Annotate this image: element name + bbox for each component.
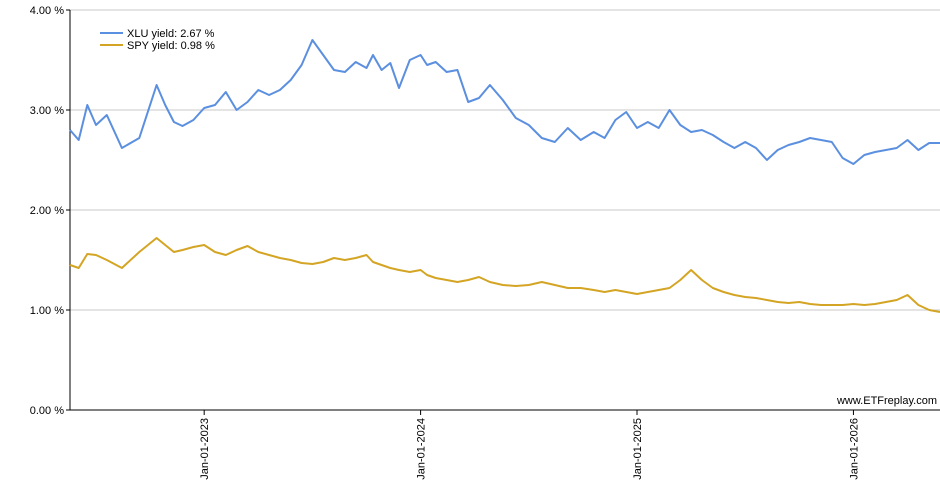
horizontal-gridlines (70, 10, 940, 310)
y-tick-label: 3.00 % (30, 105, 64, 117)
y-tick-label: 2.00 % (30, 205, 64, 217)
series-lines (70, 40, 940, 312)
legend-label: SPY yield: 0.98 % (127, 40, 215, 52)
legend: XLU yield: 2.67 %SPY yield: 0.98 % (100, 28, 215, 52)
x-axis: Jan-01-2023 Jan-01-2024 Jan-01-2025 Jan-01-… (70, 410, 940, 480)
x-tick-label: Jan-01-2025 (632, 418, 644, 480)
x-tick-label: Jan-01-2026 (848, 418, 860, 480)
series-line-1 (70, 238, 940, 312)
y-tick-label: 0.00 % (30, 405, 64, 417)
y-tick-label: 1.00 % (30, 305, 64, 317)
x-tick-label: Jan-01-2024 (416, 418, 428, 480)
y-tick-label: 4.00 % (30, 5, 64, 17)
x-tick-label: Jan-01-2023 (199, 418, 211, 480)
series-line-0 (70, 40, 940, 164)
watermark-text: www.ETFreplay.com (836, 395, 937, 407)
y-axis: 0.00 % 1.00 % 2.00 % 3.00 % 4.00 % (30, 5, 70, 417)
legend-label: XLU yield: 2.67 % (127, 28, 215, 40)
